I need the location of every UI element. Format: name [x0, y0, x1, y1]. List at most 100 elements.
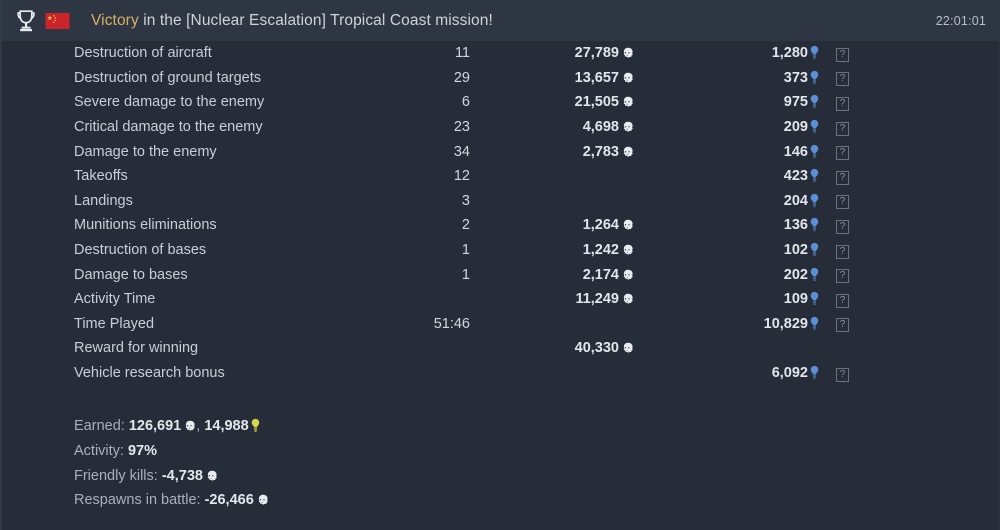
- award-silver-lions: 2,783: [470, 144, 635, 160]
- activity-label: Activity:: [74, 442, 128, 459]
- research-points-value: 373: [783, 69, 808, 86]
- award-research-points: 209: [635, 119, 820, 135]
- research-points-value: 102: [783, 242, 808, 259]
- award-label: Destruction of bases: [74, 242, 207, 259]
- award-count: 11: [454, 45, 470, 62]
- help-icon[interactable]: ?: [836, 293, 849, 308]
- award-research-points: 423: [635, 168, 820, 184]
- help-icon[interactable]: ?: [836, 47, 849, 62]
- award-silver-lions: 11,249: [470, 291, 635, 307]
- silver-lion-icon: [620, 268, 634, 282]
- award-count: 34: [453, 143, 470, 160]
- award-label: Reward for winning: [74, 340, 199, 357]
- silver-lion-icon: [204, 467, 218, 481]
- table-row: Damage to the enemy 34 2,783 146?: [2, 139, 1000, 164]
- award-research-points: 202: [635, 267, 820, 283]
- research-point-icon: [809, 168, 820, 183]
- clock: 22:01:01: [935, 13, 986, 28]
- help-icon[interactable]: ?: [836, 170, 849, 185]
- silver-lions-value: 21,505: [574, 94, 619, 111]
- award-label: Munitions eliminations: [74, 217, 217, 234]
- award-research-points: 975: [635, 94, 820, 110]
- summary-block: Earned: 126,691, 14,988 Activity: 97% Fr…: [74, 414, 269, 513]
- silver-lion-icon: [620, 145, 634, 159]
- activity-value: 97%: [127, 442, 158, 459]
- research-points-value: 146: [783, 143, 808, 160]
- table-row: Reward for winning 40,330: [2, 336, 1000, 361]
- award-label: Time Played: [74, 315, 155, 332]
- help-icon[interactable]: ?: [836, 219, 849, 234]
- award-silver-lions: 2,174: [470, 267, 635, 283]
- silver-lions-value: 40,330: [574, 340, 619, 357]
- research-point-icon: [809, 242, 820, 257]
- help-icon[interactable]: ?: [836, 244, 849, 259]
- help-icon[interactable]: ?: [836, 121, 849, 136]
- research-points-value: 423: [783, 168, 808, 185]
- award-research-points: 373: [635, 70, 820, 86]
- research-point-icon: [809, 119, 820, 134]
- award-help-cell: ?: [820, 365, 880, 382]
- award-count: 6: [461, 94, 470, 111]
- silver-lions-value: 1,264: [582, 217, 619, 234]
- help-icon[interactable]: ?: [836, 96, 849, 111]
- silver-lions-value: 4,698: [582, 119, 619, 136]
- research-point-icon: [809, 193, 820, 208]
- award-count: 23: [453, 119, 470, 136]
- earned-label: Earned:: [74, 418, 129, 434]
- summary-earned-line: Earned: 126,691, 14,988: [74, 414, 269, 439]
- help-icon[interactable]: ?: [836, 195, 849, 210]
- table-row: Vehicle research bonus 6,092?: [2, 361, 1000, 386]
- award-label: Landings: [74, 192, 133, 209]
- table-row: Takeoffs 12 423?: [2, 164, 1000, 189]
- award-help-cell: ?: [820, 192, 880, 210]
- research-point-icon: [809, 70, 820, 85]
- research-points-value: 1,280: [771, 45, 808, 62]
- help-icon[interactable]: ?: [836, 367, 849, 382]
- award-research-points: 109: [635, 291, 820, 307]
- earned-silver-lions-value: 126,691: [128, 418, 182, 434]
- award-count: 1: [461, 266, 470, 283]
- award-help-cell: ?: [820, 217, 880, 234]
- silver-lion-icon: [620, 71, 634, 85]
- award-help-cell: ?: [820, 315, 880, 333]
- mission-description: in the [Nuclear Escalation] Tropical Coa…: [138, 11, 493, 29]
- award-help-cell: ?: [820, 94, 880, 111]
- award-count: 1: [461, 242, 470, 259]
- research-points-value: 10,829: [763, 315, 808, 332]
- research-points-value: 975: [783, 94, 808, 111]
- award-help-cell: ?: [820, 266, 880, 284]
- award-help-cell: ?: [820, 242, 880, 259]
- table-row: Landings 3 204?: [2, 189, 1000, 214]
- silver-lion-icon: [620, 341, 634, 355]
- silver-lions-value: 2,783: [582, 143, 619, 160]
- research-point-icon: [809, 365, 820, 380]
- award-research-points: 6,092: [635, 365, 820, 381]
- award-label: Destruction of aircraft: [74, 45, 212, 62]
- award-silver-lions: 1,242: [470, 242, 635, 258]
- research-points-value: 209: [783, 119, 808, 136]
- help-icon[interactable]: ?: [836, 269, 849, 284]
- award-research-points: 102: [635, 242, 820, 258]
- research-point-icon: [809, 217, 820, 232]
- silver-lion-icon: [182, 417, 196, 431]
- help-icon[interactable]: ?: [836, 146, 849, 161]
- victory-label: Victory: [91, 11, 139, 29]
- research-points-value: 109: [783, 291, 808, 308]
- award-help-cell: ?: [820, 45, 880, 62]
- research-point-icon: [809, 291, 820, 306]
- research-point-icon: [809, 144, 820, 159]
- award-silver-lions: 4,698: [470, 119, 635, 135]
- table-row: Damage to bases 1 2,174 202?: [2, 262, 1000, 287]
- research-point-icon: [809, 316, 820, 331]
- award-silver-lions: 27,789: [470, 45, 635, 61]
- award-silver-lions: 1,264: [470, 217, 635, 233]
- award-label: Severe damage to the enemy: [74, 94, 265, 111]
- help-icon[interactable]: ?: [836, 72, 849, 87]
- awards-table: Destruction of aircraft 11 27,789 1,280? Des…: [2, 41, 1000, 385]
- research-points-value: 136: [783, 217, 808, 234]
- help-icon[interactable]: ?: [836, 318, 849, 333]
- award-label: Critical damage to the enemy: [74, 119, 263, 136]
- award-count: 12: [453, 168, 470, 185]
- research-point-icon: [809, 45, 820, 60]
